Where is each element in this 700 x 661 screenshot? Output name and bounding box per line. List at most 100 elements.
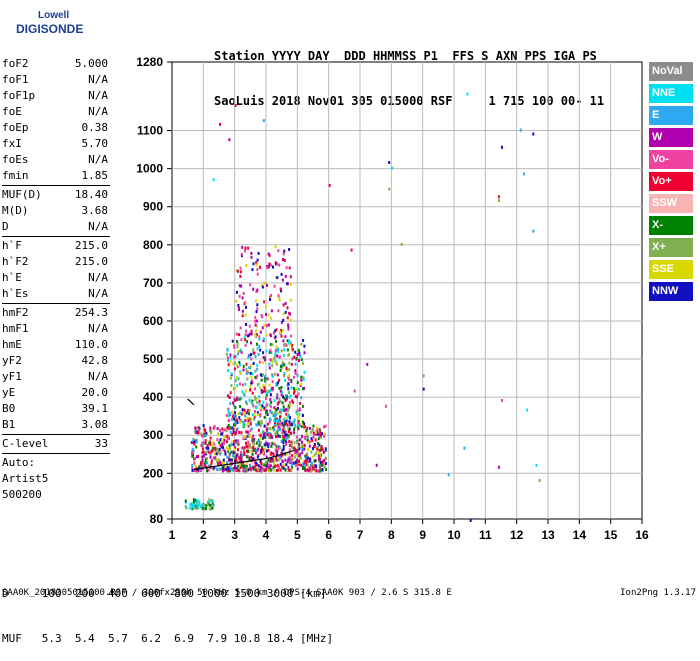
echo-point (292, 461, 295, 465)
echo-point (263, 447, 266, 451)
echo-point (191, 468, 194, 472)
outlier-point (447, 473, 450, 477)
echo-point (229, 430, 232, 434)
echo-point (271, 411, 274, 415)
echo-point (301, 420, 304, 424)
autoscale-text: Artist5 (2, 472, 49, 485)
x-tick-label: 15 (604, 528, 618, 542)
echo-point (227, 409, 230, 413)
echo-point (229, 426, 232, 430)
echo-point (202, 454, 205, 458)
echo-point (244, 246, 247, 250)
echo-point (265, 464, 268, 468)
echo-point (280, 320, 283, 324)
echo-point (231, 417, 234, 421)
echo-point (277, 412, 279, 415)
echo-point (234, 468, 237, 472)
echo-point (287, 341, 290, 345)
echo-point (268, 463, 271, 467)
echo-point (199, 463, 202, 467)
outlier-point (385, 404, 388, 408)
outlier-point (328, 183, 331, 187)
echo-point (267, 323, 270, 327)
trace-line (193, 449, 295, 471)
echo-point (235, 269, 238, 272)
echo-point (216, 461, 219, 465)
param-name: yF1 (2, 370, 22, 383)
plot-frame (171, 61, 643, 520)
echo-point (281, 329, 284, 333)
echo-point (185, 506, 188, 510)
echo-point (212, 440, 215, 444)
echo-point (190, 503, 193, 507)
echo-point (260, 461, 263, 465)
echo-point (287, 353, 290, 357)
param-name: foF1 (2, 73, 29, 86)
echo-point (312, 447, 314, 451)
echo-point (273, 357, 276, 361)
echo-point (287, 325, 290, 329)
echo-point (259, 441, 262, 445)
echo-point (283, 348, 286, 352)
echo-point (296, 458, 299, 462)
echo-point (282, 447, 285, 451)
echo-point (270, 316, 272, 320)
echo-point (294, 369, 297, 373)
echo-point (208, 464, 210, 468)
echo-point (277, 249, 280, 253)
echo-point (308, 444, 311, 448)
echo-point (279, 287, 282, 291)
echo-point (233, 344, 235, 348)
echo-point (268, 350, 271, 354)
echo-point (228, 444, 231, 448)
echo-point (318, 433, 321, 437)
echo-point (277, 447, 280, 451)
echo-point (278, 465, 281, 469)
echo-point (204, 439, 207, 443)
echo-point (255, 310, 258, 314)
param-value: 33 (94, 437, 108, 450)
echo-point (234, 446, 237, 450)
param-name: B1 (2, 418, 16, 431)
echo-point (234, 354, 237, 358)
echo-point (278, 378, 281, 382)
echo-point (282, 434, 285, 438)
echo-point (237, 352, 240, 356)
echo-point (288, 361, 291, 365)
echo-point (278, 397, 281, 401)
echo-point (226, 440, 228, 444)
echo-point (270, 427, 273, 431)
echo-point (224, 465, 227, 469)
echo-point (188, 506, 191, 510)
echo-point (208, 498, 211, 502)
echo-point (214, 448, 217, 452)
echo-point (320, 463, 323, 467)
echo-point (276, 402, 279, 406)
echo-point (249, 467, 252, 471)
echo-point (240, 284, 243, 288)
echo-point (252, 465, 254, 469)
echo-point (233, 448, 236, 452)
echo-point (244, 436, 247, 440)
echo-point (298, 407, 301, 411)
echo-point (270, 351, 273, 355)
echo-point (272, 465, 275, 469)
echo-point (245, 430, 248, 434)
outlier-point (532, 132, 535, 136)
echo-point (320, 435, 322, 439)
echo-point (258, 437, 261, 441)
logo-line1: Lowell (38, 10, 70, 21)
echo-point (237, 308, 240, 312)
echo-point (268, 427, 271, 431)
x-tick-label: 8 (388, 528, 395, 542)
y-tick-label: 400 (143, 390, 163, 404)
echo-point (318, 449, 321, 453)
echo-point (298, 358, 300, 362)
echo-point (273, 428, 276, 432)
echo-point (261, 462, 264, 466)
echo-point (214, 456, 217, 460)
param-name: foF1p (2, 89, 36, 102)
echo-point (239, 411, 242, 415)
echo-point (323, 450, 325, 454)
y-tick-label: 700 (143, 276, 163, 290)
